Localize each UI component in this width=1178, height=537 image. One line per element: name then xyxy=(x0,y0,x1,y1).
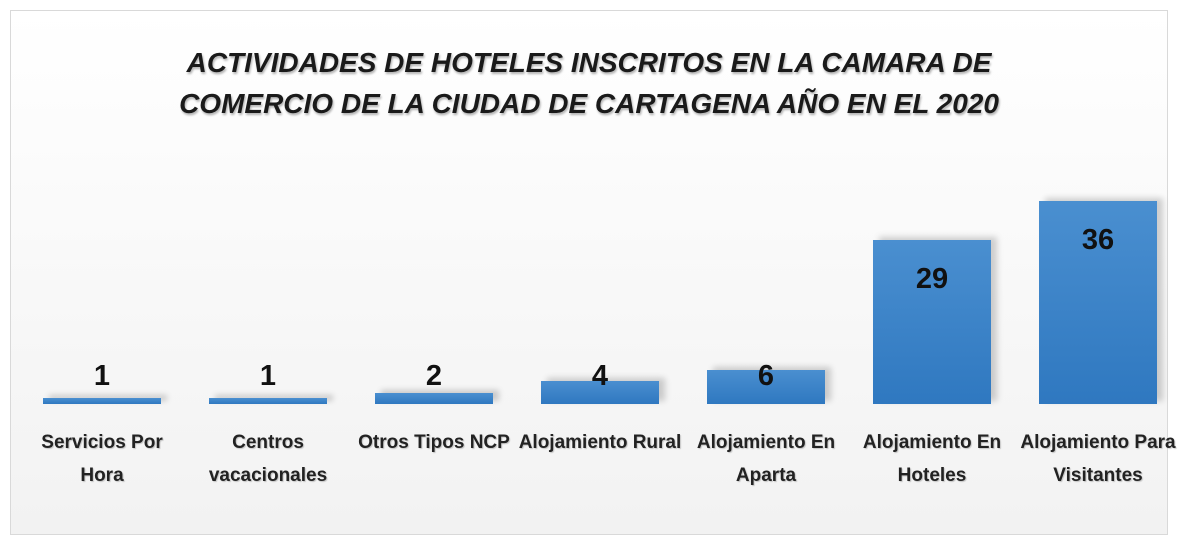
data-label: 6 xyxy=(757,360,775,392)
bar xyxy=(707,370,825,404)
data-label: 2 xyxy=(425,360,443,392)
bar xyxy=(873,240,991,404)
x-tick-label: Alojamiento En Aparta xyxy=(696,432,836,486)
bar xyxy=(209,398,327,404)
data-label: 36 xyxy=(1081,224,1115,256)
bar xyxy=(375,392,493,404)
x-tick-label: Alojamiento En Hoteles xyxy=(862,432,1002,486)
data-label: 29 xyxy=(915,263,949,296)
x-tick-label: Alojamiento Rural xyxy=(518,432,682,453)
bar xyxy=(1039,201,1157,404)
x-tick-label: Alojamiento Para Visitantes xyxy=(1020,432,1176,486)
bar xyxy=(541,381,659,404)
x-tick-label: Servicios Por Hora xyxy=(41,432,163,486)
x-tick-label: Centros vacacionales xyxy=(208,432,328,486)
data-label: 4 xyxy=(591,360,609,392)
chart-title: ACTIVIDADES DE HOTELES INSCRITOS EN LA C… xyxy=(179,47,999,119)
data-label: 1 xyxy=(93,360,111,392)
bar xyxy=(43,398,161,404)
data-label: 1 xyxy=(259,360,277,392)
x-tick-label: Otros Tipos NCP xyxy=(358,432,510,453)
